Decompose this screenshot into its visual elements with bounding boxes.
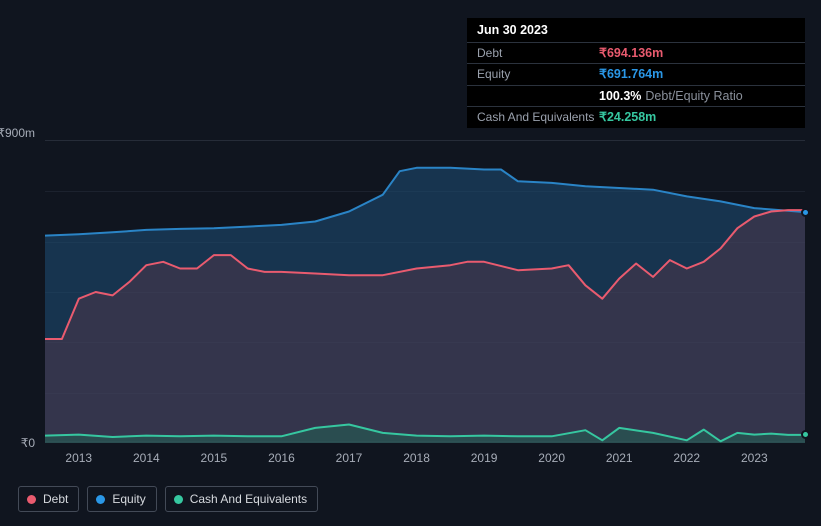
ratio-percent: 100.3%: [599, 89, 641, 103]
x-tick: 2016: [268, 451, 295, 465]
series-end-dot-equity: [801, 208, 810, 217]
ratio-suffix: Debt/Equity Ratio: [645, 89, 742, 103]
x-tick: 2023: [741, 451, 768, 465]
tooltip-value-ratio: 100.3% Debt/Equity Ratio: [599, 90, 743, 103]
legend-toggle-cash[interactable]: Cash And Equivalents: [165, 486, 318, 512]
legend-toggle-equity[interactable]: Equity: [87, 486, 156, 512]
x-tick: 2013: [65, 451, 92, 465]
x-tick: 2015: [201, 451, 228, 465]
x-tick: 2022: [673, 451, 700, 465]
legend-label-equity: Equity: [112, 492, 145, 506]
y-axis-max-label: ₹900m: [0, 126, 35, 140]
x-tick: 2017: [336, 451, 363, 465]
series-end-dot-cash: [801, 430, 810, 439]
x-tick: 2018: [403, 451, 430, 465]
chart: ₹900m ₹0 2013201420152016201720182019202…: [17, 122, 805, 467]
x-tick: 2021: [606, 451, 633, 465]
tooltip-date: Jun 30 2023: [467, 18, 805, 42]
legend-swatch-equity: [96, 495, 105, 504]
tooltip-label-debt: Debt: [477, 47, 599, 59]
chart-plot[interactable]: [45, 140, 805, 442]
y-axis-min-label: ₹0: [0, 436, 35, 450]
x-axis-ticks: 2013 2014 2015 2016 2017 2018 2019 2020 2021 2022…: [45, 446, 805, 466]
x-tick: 2020: [538, 451, 565, 465]
chart-svg: [45, 141, 805, 443]
legend-swatch-debt: [27, 495, 36, 504]
x-tick: 2014: [133, 451, 160, 465]
legend-swatch-cash: [174, 495, 183, 504]
legend: Debt Equity Cash And Equivalents: [18, 486, 318, 512]
legend-label-cash: Cash And Equivalents: [190, 492, 307, 506]
tooltip-label-equity: Equity: [477, 68, 599, 80]
x-tick: 2019: [471, 451, 498, 465]
tooltip-row-ratio: 100.3% Debt/Equity Ratio: [467, 85, 805, 107]
legend-label-debt: Debt: [43, 492, 68, 506]
tooltip-value-debt: ₹694.136m: [599, 47, 663, 60]
legend-toggle-debt[interactable]: Debt: [18, 486, 79, 512]
tooltip-value-equity: ₹691.764m: [599, 68, 663, 81]
tooltip-row-equity: Equity ₹691.764m: [467, 63, 805, 85]
chart-tooltip: Jun 30 2023 Debt ₹694.136m Equity ₹691.7…: [467, 18, 805, 128]
tooltip-row-debt: Debt ₹694.136m: [467, 42, 805, 64]
